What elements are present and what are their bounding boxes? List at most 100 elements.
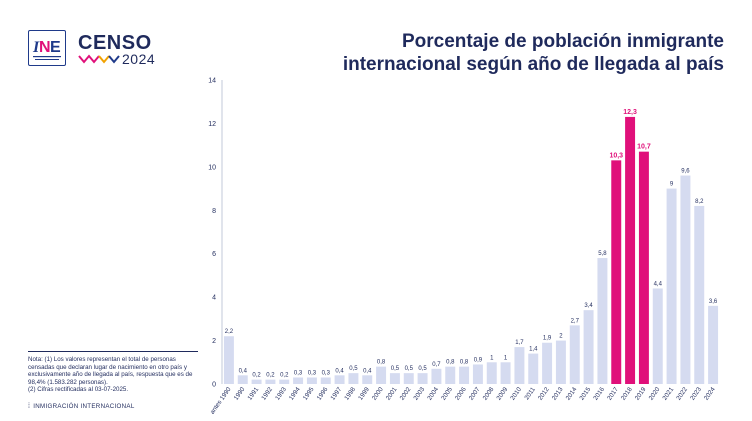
bar-value-label: 10,7: [637, 144, 651, 151]
y-tick-label: 6: [212, 251, 216, 258]
x-tick-label: 2012: [537, 386, 551, 402]
bar-value-label: 9: [670, 182, 674, 188]
bar-2006: [459, 366, 470, 384]
x-tick-label: 2011: [523, 386, 537, 402]
bar-value-label: 0,3: [294, 370, 303, 376]
bar-2020: [652, 288, 663, 384]
x-tick-label: 2024: [703, 386, 717, 402]
bar-value-label: 2: [559, 334, 563, 340]
bar-1995: [306, 377, 317, 384]
bar-2011: [528, 353, 539, 384]
ine-small-icon: ⁞: [28, 403, 31, 410]
bar-1993: [279, 379, 290, 384]
x-axis: antes 1990 1990 1991 1992 1993 1994 1995 1996 19…: [209, 386, 717, 416]
bar-value-label: 0,4: [363, 368, 372, 374]
bar-2021: [666, 188, 677, 384]
bar-value-label: 9,6: [681, 169, 690, 175]
bar-2000: [376, 366, 387, 384]
x-tick-label: 2020: [648, 386, 662, 402]
x-tick-label: 1995: [302, 386, 316, 402]
censo-wave-icon: [78, 54, 120, 64]
x-tick-label: 1993: [274, 386, 288, 402]
x-tick-label: 1997: [329, 386, 343, 402]
x-tick-label: 1998: [343, 386, 357, 402]
chart-title: Porcentaje de población inmigrante inter…: [304, 30, 724, 76]
ine-logo-icon: I N E: [32, 39, 61, 60]
svg-text:N: N: [39, 39, 51, 56]
bar-value-label: 5,8: [598, 251, 607, 257]
bar-value-label: 0,4: [335, 368, 344, 374]
bar-2008: [486, 362, 497, 384]
bar-value-label: 3,6: [709, 299, 718, 305]
x-tick-label: antes 1990: [209, 386, 233, 416]
bar-value-label: 12,3: [623, 109, 637, 116]
svg-text:E: E: [50, 39, 61, 56]
bar-value-label: 0,2: [266, 373, 275, 379]
bar-value-label: 0,2: [280, 373, 289, 379]
bar-value-label: 1: [504, 355, 508, 361]
bar-2013: [555, 340, 566, 384]
bar-value-label: 0,7: [432, 362, 441, 368]
x-tick-label: 1994: [288, 386, 302, 402]
footer-label: INMIGRACIÓN INTERNACIONAL: [33, 403, 135, 410]
x-tick-label: 2003: [412, 386, 426, 402]
x-tick-label: 2016: [592, 386, 606, 402]
x-tick-label: 1990: [233, 386, 247, 402]
y-tick-label: 0: [212, 382, 216, 389]
bar-value-label: 0,5: [405, 366, 414, 372]
x-tick-label: 2014: [565, 386, 579, 402]
x-tick-label: 2018: [620, 386, 634, 402]
chart-note-line2: (2) Cifras rectificadas al 03-07-2025.: [28, 386, 129, 394]
x-tick-label: 2004: [426, 386, 440, 402]
censo-logo-word: CENSO: [78, 32, 152, 54]
bar-value-label: 0,2: [252, 373, 261, 379]
censo-logo-year: 2024: [122, 51, 156, 67]
ine-logo: I N E: [28, 30, 66, 66]
x-tick-label: 2009: [495, 386, 509, 402]
bar-value-label: 1,9: [543, 336, 552, 342]
bar-2010: [514, 347, 525, 384]
bar-1999: [362, 375, 373, 384]
bar-value-label: 1,7: [515, 340, 524, 346]
y-tick-label: 10: [208, 164, 216, 171]
svg-text:I: I: [32, 39, 40, 56]
chart-title-line2: internacional según año de llegada al pa…: [342, 54, 724, 75]
bar-value-label: 0,4: [239, 368, 248, 374]
bar-value-label: 0,9: [474, 357, 483, 363]
bar-1992: [265, 379, 276, 384]
bar-2023: [694, 205, 705, 384]
bar-1991: [251, 379, 262, 384]
bar-2017: [611, 160, 622, 384]
bar-2004: [431, 368, 442, 384]
bar-value-label: 10,3: [609, 152, 623, 159]
bar-2002: [403, 373, 414, 384]
y-tick-label: 8: [212, 208, 216, 215]
bar-value-label: 1,4: [529, 347, 538, 353]
bar-1997: [334, 375, 345, 384]
x-tick-label: 2015: [578, 386, 592, 402]
bar-2005: [445, 366, 456, 384]
y-tick-label: 14: [208, 78, 216, 85]
chart-note: Nota: (1) Los valores representan el tot…: [28, 351, 198, 394]
bars: 2,2 0,4 0,2 0,2 0,2 0,3 0,3 0,3 0,4 0,5 0,4 0,8 0,5 0…: [223, 109, 719, 385]
bar-2015: [583, 310, 594, 384]
chart-note-line1: Nota: (1) Los valores representan el tot…: [28, 356, 193, 386]
bar-2022: [680, 175, 691, 384]
x-tick-label: 2002: [399, 386, 413, 402]
x-tick-label: 2006: [454, 386, 468, 402]
bar-value-label: 0,5: [418, 366, 427, 372]
bar-value-label: 0,3: [322, 370, 331, 376]
x-tick-label: 1992: [260, 386, 274, 402]
bar-2007: [472, 364, 483, 384]
y-axis: 0 2 4 6 8 10 12 14: [208, 78, 223, 389]
bar-value-label: 3,4: [584, 303, 593, 309]
bar-2024: [708, 305, 719, 384]
bar-2012: [542, 342, 553, 384]
bar-value-label: 1: [490, 355, 494, 361]
bar-2016: [597, 258, 608, 384]
bar-antes-1990: [223, 336, 234, 384]
bar-2018: [625, 116, 636, 385]
y-tick-label: 4: [212, 295, 216, 302]
bar-2019: [638, 151, 649, 384]
bar-2003: [417, 373, 428, 384]
